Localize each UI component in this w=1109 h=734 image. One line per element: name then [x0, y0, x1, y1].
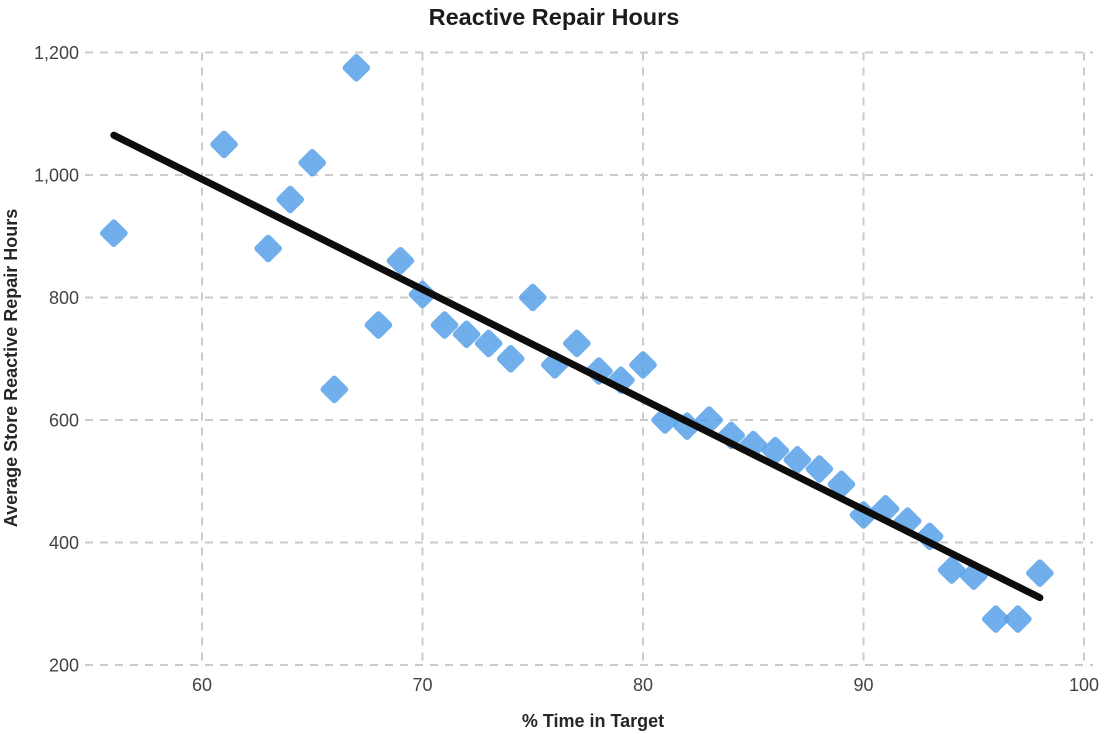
y-tick-label: 600: [49, 411, 79, 431]
data-point: [518, 283, 547, 312]
data-point: [1004, 605, 1032, 633]
data-point: [629, 351, 657, 379]
x-axis-label: % Time in Target: [522, 711, 664, 731]
data-points: [99, 54, 1054, 633]
data-point: [254, 234, 282, 263]
data-point: [386, 246, 415, 275]
data-point: [364, 311, 393, 339]
x-tick-label: 60: [192, 675, 212, 695]
data-point: [210, 130, 238, 159]
data-point: [298, 148, 327, 177]
data-point: [761, 436, 790, 465]
data-point: [474, 329, 503, 358]
data-point: [805, 455, 834, 483]
y-tick-label: 1,000: [34, 166, 79, 186]
x-tick-label: 70: [412, 675, 432, 695]
chart-title: Reactive Repair Hours: [429, 4, 680, 30]
data-point: [496, 344, 525, 373]
data-point: [981, 605, 1010, 633]
y-tick-label: 400: [49, 533, 79, 553]
x-tick-label: 100: [1069, 675, 1099, 695]
data-point: [320, 375, 349, 404]
data-point: [937, 556, 966, 584]
y-tick-label: 200: [49, 656, 79, 676]
data-point: [276, 185, 305, 214]
data-point: [1026, 559, 1054, 587]
data-point: [783, 446, 812, 474]
y-tick-label: 1,200: [34, 43, 79, 63]
y-axis-label: Average Store Reactive Repair Hours: [1, 209, 21, 527]
y-tick-label: 800: [49, 288, 79, 308]
trend-line: [110, 131, 1044, 602]
data-point: [452, 320, 481, 349]
x-tick-label: 90: [853, 675, 873, 695]
data-point: [342, 54, 371, 82]
axis-tick-labels: 200 400 600 800 1,000 1,200 60 70 80 90 100: [34, 43, 1099, 695]
x-tick-label: 80: [633, 675, 653, 695]
data-point: [99, 219, 128, 247]
data-point: [563, 329, 591, 358]
data-point: [430, 311, 459, 339]
